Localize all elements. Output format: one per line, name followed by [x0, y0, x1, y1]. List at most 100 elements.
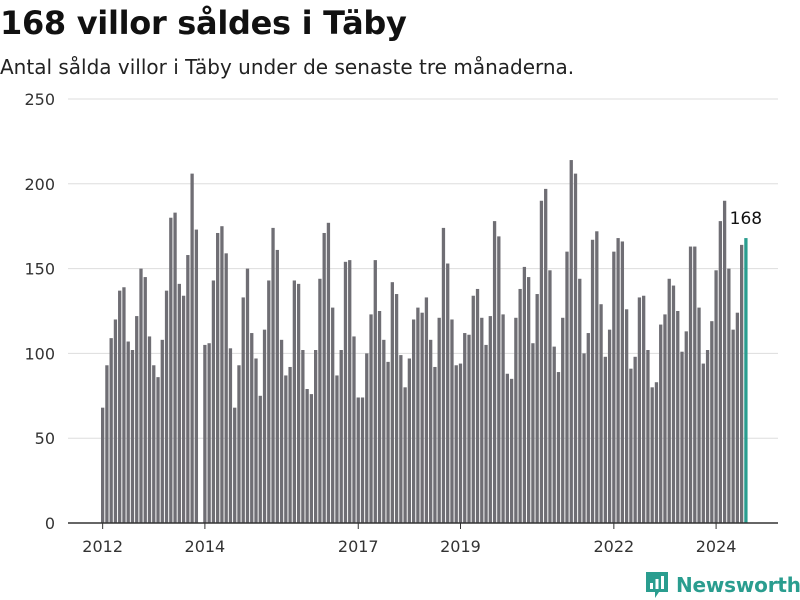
bar [663, 314, 667, 523]
bar [267, 280, 271, 523]
bar [552, 346, 556, 523]
bar [471, 295, 475, 523]
bar [569, 160, 573, 523]
y-tick-label: 100 [24, 344, 55, 363]
bar [595, 231, 599, 523]
bar [509, 378, 514, 523]
bar [169, 217, 173, 523]
bar [348, 260, 352, 523]
bar [331, 307, 335, 523]
bar [284, 375, 288, 523]
bar [216, 232, 220, 523]
bar [671, 285, 676, 523]
bar [475, 288, 480, 523]
bar [118, 290, 122, 523]
bar [305, 389, 309, 523]
bar [433, 366, 437, 523]
bar [186, 255, 190, 524]
bar [684, 331, 688, 523]
bar [237, 365, 241, 523]
bar [667, 278, 671, 523]
x-tick-label: 2012 [82, 537, 123, 556]
bar [262, 329, 267, 523]
bar [314, 350, 318, 523]
bar [710, 321, 714, 523]
y-tick-label: 250 [24, 90, 55, 109]
x-tick-label: 2024 [696, 537, 737, 556]
bar [467, 334, 471, 523]
bar [296, 283, 301, 523]
bar [544, 188, 548, 523]
bar [586, 333, 590, 523]
bar [429, 339, 433, 523]
bar [360, 397, 365, 523]
highlight-bar [744, 238, 748, 523]
bar [565, 251, 569, 523]
x-tick-label: 2022 [593, 537, 634, 556]
bar [705, 350, 710, 523]
bar [403, 387, 407, 523]
bar [373, 260, 377, 523]
bar [241, 297, 245, 523]
bar [680, 351, 684, 523]
bar [518, 288, 522, 523]
bar [727, 268, 731, 523]
bar [105, 365, 109, 523]
bar [390, 282, 394, 523]
bar [612, 251, 616, 523]
bar [292, 280, 296, 523]
bar [531, 343, 535, 523]
bar [258, 395, 262, 523]
bar [642, 295, 646, 523]
bar [556, 372, 561, 523]
bar [322, 232, 326, 523]
bar [245, 268, 250, 523]
bar [616, 238, 620, 523]
bar [147, 336, 152, 523]
bar [203, 344, 207, 523]
bar [573, 173, 578, 523]
bar [135, 316, 139, 523]
bar [339, 350, 343, 523]
bar [271, 227, 275, 523]
highlight-value-label: 168 [730, 209, 762, 229]
bar [126, 341, 130, 523]
bar [731, 329, 735, 523]
bar [233, 407, 237, 523]
bar [382, 339, 386, 523]
newsworthy-logo: Newsworthy [644, 570, 800, 600]
bar [254, 358, 258, 523]
bar [718, 221, 722, 523]
bar [488, 316, 492, 523]
bar [309, 394, 314, 523]
bar [416, 307, 420, 523]
bar [522, 266, 527, 523]
bar [318, 278, 322, 523]
bar [633, 356, 637, 523]
bar [113, 319, 118, 523]
bar [437, 317, 441, 523]
bar [207, 343, 211, 523]
bar [637, 297, 642, 523]
bar [539, 200, 544, 523]
bar [505, 373, 509, 523]
bar [194, 229, 199, 524]
bar [288, 366, 292, 523]
bar [607, 329, 612, 523]
bar [497, 236, 501, 523]
bar [250, 333, 254, 523]
bar [190, 173, 194, 523]
bar [603, 356, 607, 523]
bar [501, 314, 505, 523]
bar [407, 358, 412, 523]
bar [535, 294, 539, 523]
bar [480, 317, 484, 523]
bar [343, 261, 348, 523]
bar [139, 268, 143, 523]
y-tick-label: 150 [24, 260, 55, 279]
bar [411, 319, 416, 523]
y-tick-label: 0 [45, 514, 55, 533]
bar [365, 353, 369, 523]
bar [659, 324, 663, 523]
